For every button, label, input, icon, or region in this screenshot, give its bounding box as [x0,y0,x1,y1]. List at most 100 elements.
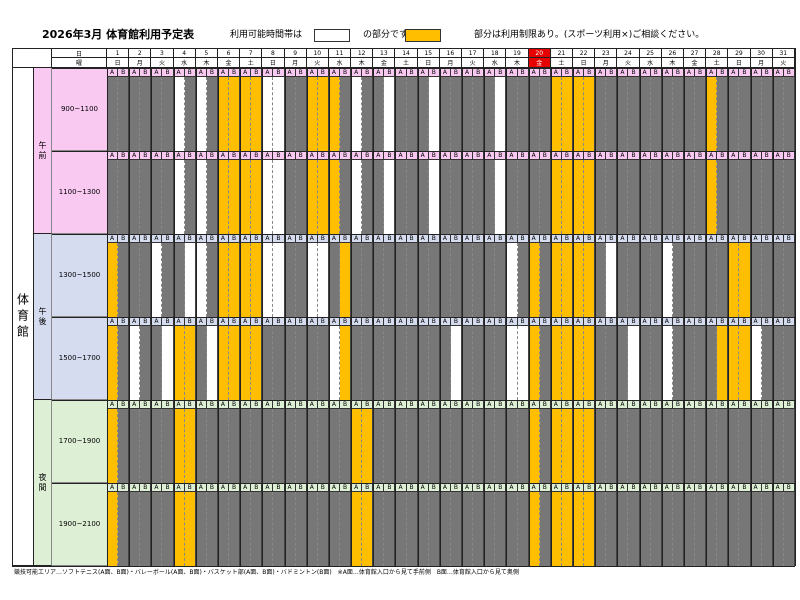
availability-cell[interactable] [317,160,329,234]
availability-cell[interactable] [639,160,651,234]
availability-cell[interactable] [406,409,418,483]
availability-cell[interactable] [706,160,718,234]
availability-cell[interactable] [695,160,707,234]
availability-cell[interactable] [384,326,396,400]
availability-cell[interactable] [118,160,130,234]
availability-cell[interactable] [395,160,407,234]
availability-cell[interactable] [217,409,230,483]
availability-cell[interactable] [351,492,363,566]
availability-cell[interactable] [439,492,451,566]
availability-cell[interactable] [306,160,318,234]
availability-cell[interactable] [406,492,418,566]
availability-cell[interactable] [561,160,573,234]
availability-cell[interactable] [129,77,141,151]
availability-cell[interactable] [561,326,573,400]
availability-cell[interactable] [240,326,252,400]
availability-cell[interactable] [262,492,274,566]
availability-cell[interactable] [351,160,363,234]
availability-cell[interactable] [473,409,485,483]
availability-cell[interactable] [206,326,218,400]
availability-cell[interactable] [717,243,729,317]
availability-cell[interactable] [595,409,607,483]
availability-cell[interactable] [639,243,651,317]
availability-cell[interactable] [717,77,729,151]
availability-cell[interactable] [140,492,152,566]
availability-cell[interactable] [295,492,307,566]
availability-cell[interactable] [328,492,340,566]
availability-cell[interactable] [783,77,795,151]
availability-cell[interactable] [151,326,163,400]
availability-cell[interactable] [217,77,230,151]
availability-cell[interactable] [683,409,696,483]
availability-cell[interactable] [107,77,119,151]
availability-cell[interactable] [406,160,418,234]
availability-cell[interactable] [506,492,518,566]
availability-cell[interactable] [151,77,163,151]
availability-cell[interactable] [650,243,662,317]
availability-cell[interactable] [761,492,773,566]
availability-cell[interactable] [750,326,762,400]
availability-cell[interactable] [750,492,762,566]
availability-cell[interactable] [351,243,363,317]
availability-cell[interactable] [439,77,451,151]
availability-cell[interactable] [206,492,218,566]
availability-cell[interactable] [162,243,174,317]
availability-cell[interactable] [262,326,274,400]
availability-cell[interactable] [384,160,396,234]
availability-cell[interactable] [328,326,340,400]
availability-cell[interactable] [650,409,662,483]
availability-cell[interactable] [628,492,640,566]
availability-cell[interactable] [417,409,429,483]
availability-cell[interactable] [572,326,585,400]
availability-cell[interactable] [617,409,629,483]
availability-cell[interactable] [284,409,296,483]
availability-cell[interactable] [506,160,518,234]
availability-cell[interactable] [317,326,329,400]
availability-cell[interactable] [606,409,618,483]
availability-cell[interactable] [328,409,340,483]
availability-cell[interactable] [217,492,230,566]
availability-cell[interactable] [584,77,596,151]
availability-cell[interactable] [373,160,385,234]
availability-cell[interactable] [273,326,285,400]
availability-cell[interactable] [173,160,185,234]
availability-cell[interactable] [772,492,784,566]
availability-cell[interactable] [617,326,629,400]
availability-cell[interactable] [339,409,352,483]
availability-cell[interactable] [107,492,119,566]
availability-cell[interactable] [273,492,285,566]
availability-cell[interactable] [783,326,795,400]
availability-cell[interactable] [351,326,363,400]
availability-cell[interactable] [706,326,718,400]
availability-cell[interactable] [606,243,618,317]
availability-cell[interactable] [328,243,340,317]
availability-cell[interactable] [129,492,141,566]
availability-cell[interactable] [772,77,784,151]
availability-cell[interactable] [339,160,352,234]
availability-cell[interactable] [506,409,518,483]
availability-cell[interactable] [206,77,218,151]
availability-cell[interactable] [661,160,673,234]
availability-cell[interactable] [473,492,485,566]
availability-cell[interactable] [617,77,629,151]
availability-cell[interactable] [572,492,585,566]
availability-cell[interactable] [728,409,740,483]
availability-cell[interactable] [628,409,640,483]
availability-cell[interactable] [617,160,629,234]
availability-cell[interactable] [761,243,773,317]
availability-cell[interactable] [140,409,152,483]
availability-cell[interactable] [484,326,496,400]
availability-cell[interactable] [173,77,185,151]
availability-cell[interactable] [595,77,607,151]
availability-cell[interactable] [739,492,751,566]
availability-cell[interactable] [195,77,207,151]
availability-cell[interactable] [728,326,740,400]
availability-cell[interactable] [151,409,163,483]
availability-cell[interactable] [595,326,607,400]
availability-cell[interactable] [739,326,751,400]
availability-cell[interactable] [672,409,684,483]
availability-cell[interactable] [229,243,241,317]
availability-cell[interactable] [273,243,285,317]
availability-cell[interactable] [783,243,795,317]
availability-cell[interactable] [528,326,540,400]
